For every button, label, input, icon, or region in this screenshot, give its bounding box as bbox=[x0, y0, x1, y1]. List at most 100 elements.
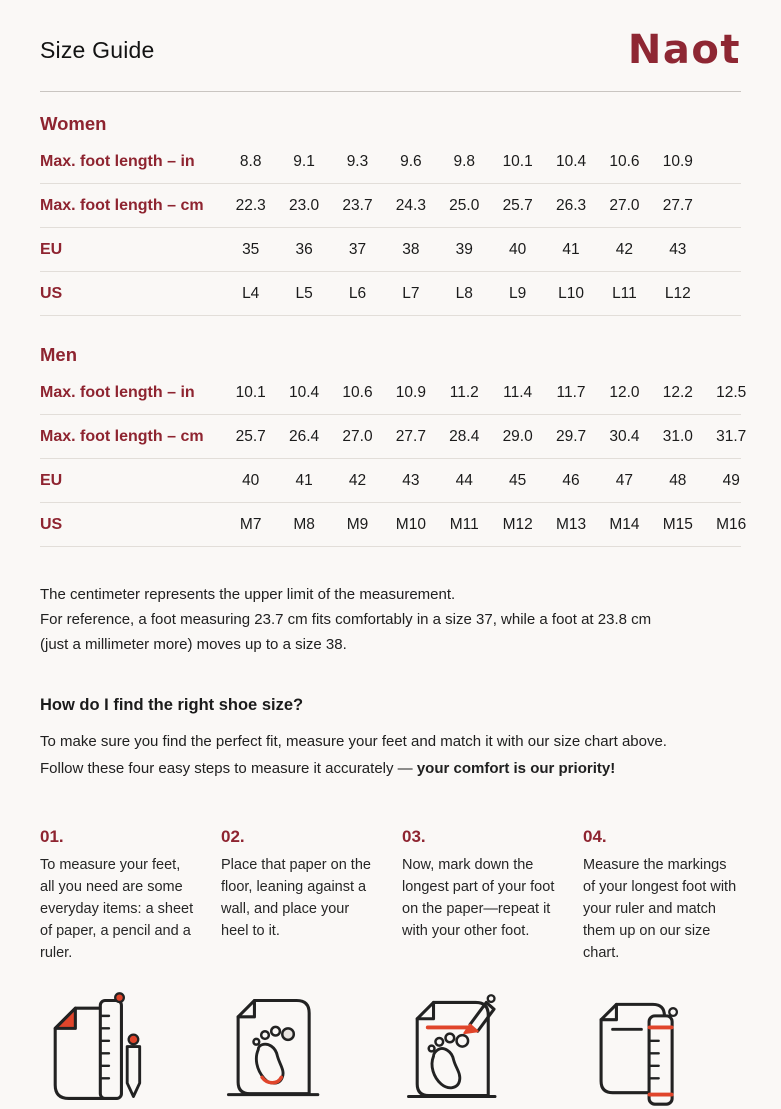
step-4: 04. Measure the markings of your longest… bbox=[583, 827, 741, 964]
note-line: (just a millimeter more) moves up to a s… bbox=[40, 636, 347, 654]
size-cell: 25.0 bbox=[449, 196, 480, 214]
size-cell: M8 bbox=[293, 515, 315, 533]
men-heading: Men bbox=[40, 344, 77, 365]
size-cell: L6 bbox=[348, 284, 367, 302]
size-cell: M10 bbox=[395, 515, 426, 533]
size-cell: L10 bbox=[558, 284, 584, 302]
men-size-table: Men Max. foot length – in 10.1 10.4 10.6 10.… bbox=[40, 344, 746, 547]
step-icons bbox=[40, 989, 741, 1109]
size-cell: 10.1 bbox=[502, 152, 533, 170]
size-cell: L8 bbox=[455, 284, 473, 302]
size-cell: 10.6 bbox=[609, 152, 640, 170]
paper-footprint-heel-icon bbox=[221, 989, 379, 1109]
size-cell: 40 bbox=[242, 471, 260, 489]
size-cell: 43 bbox=[402, 471, 420, 489]
size-cell: 10.4 bbox=[289, 383, 320, 401]
size-cell: L11 bbox=[612, 284, 637, 302]
size-cell: 28.4 bbox=[449, 427, 480, 445]
size-cell: 10.9 bbox=[662, 152, 693, 170]
size-cell: 23.0 bbox=[289, 196, 320, 214]
row-label: Max. foot length – in bbox=[40, 383, 195, 401]
note-line: The centimeter represents the upper limi… bbox=[40, 586, 456, 603]
size-guide-page: Size Guide Naot Women Max. foot length –… bbox=[40, 0, 746, 1107]
size-cell: 49 bbox=[722, 471, 740, 489]
step-1: 01. To measure your feet, all you need a… bbox=[40, 827, 198, 964]
step-3-text: Now, mark down the longest part of your … bbox=[402, 857, 555, 940]
step-3-number: 03. bbox=[402, 827, 426, 847]
size-cell: 10.9 bbox=[395, 383, 426, 401]
size-cell: L5 bbox=[295, 284, 313, 302]
size-cell: M9 bbox=[346, 515, 369, 533]
size-cell: 10.4 bbox=[555, 152, 587, 170]
size-cell: 9.6 bbox=[400, 152, 422, 170]
step-2-number: 02. bbox=[221, 827, 245, 847]
size-cell: 10.1 bbox=[235, 383, 266, 401]
size-cell: 24.3 bbox=[395, 196, 426, 214]
size-cell: 25.7 bbox=[502, 196, 533, 214]
size-cell: 9.3 bbox=[346, 152, 369, 170]
size-cell: 26.3 bbox=[555, 196, 587, 214]
size-cell: 22.3 bbox=[235, 196, 266, 214]
women-heading: Women bbox=[40, 113, 107, 134]
size-cell: 42 bbox=[615, 240, 634, 258]
size-cell: M15 bbox=[662, 515, 693, 533]
size-cell: 40 bbox=[509, 240, 527, 258]
women-rows: Max. foot length – in 8.8 9.1 9.3 9.6 9.8 10.1… bbox=[40, 140, 741, 316]
row-label: Max. foot length – cm bbox=[40, 427, 204, 445]
women-size-row: Max. foot length – in 8.8 9.1 9.3 9.6 9.8 10.1… bbox=[40, 140, 741, 184]
size-cell: 27.0 bbox=[609, 196, 640, 214]
size-cell: 11.2 bbox=[449, 383, 479, 401]
size-cell: 9.8 bbox=[453, 152, 476, 170]
size-cell: 37 bbox=[348, 240, 367, 258]
size-cell: 41 bbox=[295, 471, 313, 489]
size-cell: 31.0 bbox=[662, 427, 693, 445]
men-size-row: US M7 M8 M9 M10 M11 M12 M13 M14 M15 M16 bbox=[40, 503, 746, 547]
size-cell: 42 bbox=[348, 471, 367, 489]
howto-heading: How do I find the right shoe size? bbox=[40, 696, 304, 715]
size-cell: 12.5 bbox=[716, 383, 747, 401]
size-cell: 8.8 bbox=[239, 152, 262, 170]
men-size-row: Max. foot length – cm 25.7 26.4 27.0 27.7 28.… bbox=[40, 415, 746, 459]
paper-footprint-pencil-mark-icon bbox=[402, 989, 560, 1109]
size-cell: M7 bbox=[239, 515, 262, 533]
size-cell: 46 bbox=[562, 471, 580, 489]
size-cell: 36 bbox=[295, 240, 313, 258]
row-label: Max. foot length – cm bbox=[40, 196, 204, 214]
step-2-text: Place that paper on the floor, leaning a… bbox=[221, 857, 371, 940]
size-cell: 30.4 bbox=[609, 427, 640, 445]
size-cell: M11 bbox=[449, 515, 479, 533]
step-3: 03. Now, mark down the longest part of y… bbox=[402, 827, 560, 964]
size-cell: 29.0 bbox=[502, 427, 533, 445]
step-4-number: 04. bbox=[583, 827, 607, 847]
size-cell: 9.1 bbox=[293, 152, 315, 170]
size-cell: 11.7 bbox=[556, 383, 586, 401]
row-label: US bbox=[40, 515, 63, 533]
size-cell: L9 bbox=[509, 284, 527, 302]
men-size-row: Max. foot length – in 10.1 10.4 10.6 10.9 11.… bbox=[40, 371, 746, 415]
howto-intro-emphasis: your comfort is our priority! bbox=[416, 760, 616, 778]
steps: 01. To measure your feet, all you need a… bbox=[40, 827, 741, 964]
size-cell: 23.7 bbox=[342, 196, 373, 214]
row-label: US bbox=[40, 284, 63, 302]
size-cell: 47 bbox=[615, 471, 634, 489]
size-cell: 31.7 bbox=[716, 427, 747, 445]
size-cell: 44 bbox=[455, 471, 473, 489]
size-cell: 43 bbox=[669, 240, 687, 258]
step-2: 02. Place that paper on the floor, leani… bbox=[221, 827, 379, 964]
paper-ruler-pencil-icon bbox=[40, 989, 198, 1109]
size-cell: M13 bbox=[555, 515, 587, 533]
size-cell: 39 bbox=[455, 240, 473, 258]
women-size-table: Women Max. foot length – in 8.8 9.1 9.3 9.6 9… bbox=[40, 113, 741, 316]
size-cell: M12 bbox=[502, 515, 533, 533]
paper-ruler-measure-icon bbox=[583, 989, 741, 1109]
size-cell: 38 bbox=[402, 240, 420, 258]
size-cell: 12.2 bbox=[662, 383, 693, 401]
header: Size Guide Naot bbox=[40, 0, 741, 70]
row-label: EU bbox=[40, 240, 63, 258]
men-size-row: EU 40 41 42 43 44 45 46 47 48 49 bbox=[40, 459, 741, 503]
women-size-row: EU 35 36 37 38 39 40 41 42 43 bbox=[40, 228, 741, 272]
row-label: EU bbox=[40, 471, 63, 489]
howto-intro-text: To make sure you find the perfect fit, m… bbox=[40, 733, 667, 778]
size-cell: 35 bbox=[242, 240, 260, 258]
size-cell: M16 bbox=[716, 515, 747, 533]
